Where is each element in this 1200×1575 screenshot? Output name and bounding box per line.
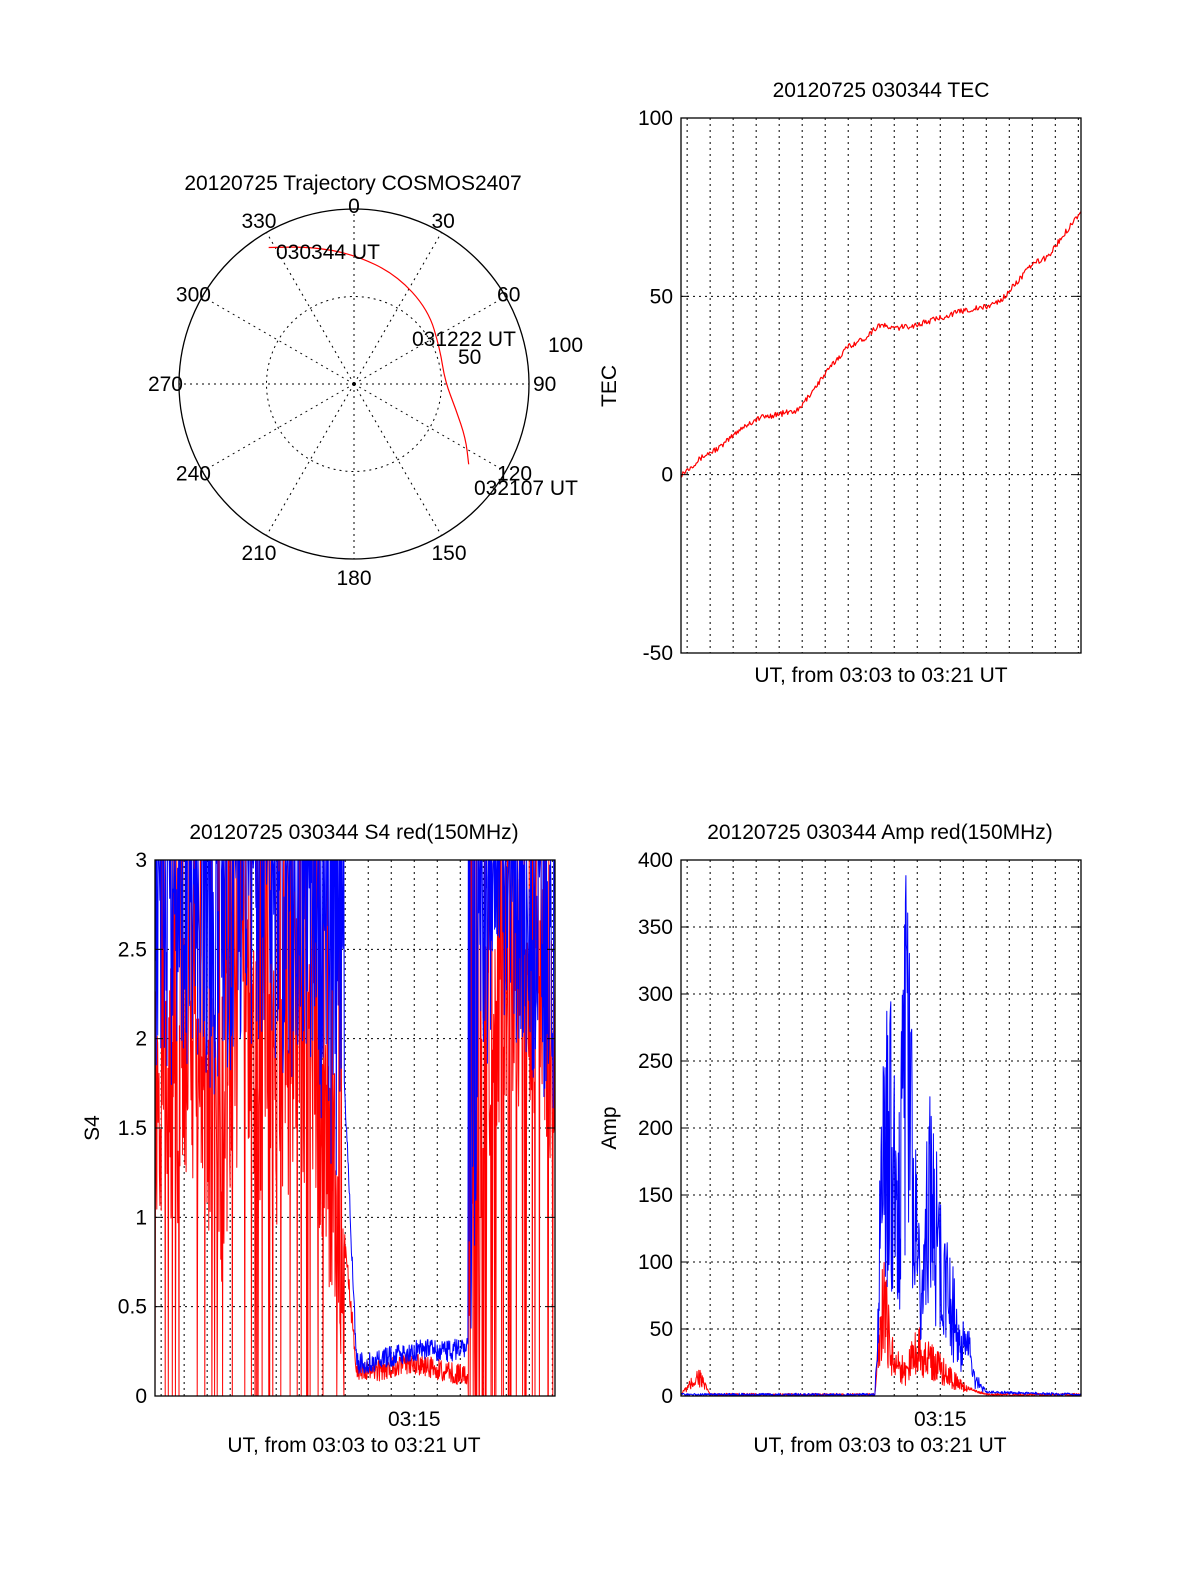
azimuth-label: 30 [432, 210, 455, 233]
s4-ytick-label: 3 [135, 849, 147, 872]
azimuth-label: 0 [348, 195, 360, 218]
tec-ytick-label: -50 [643, 642, 673, 665]
trajectory-series [268, 246, 470, 465]
trajectory-title: 20120725 Trajectory COSMOS2407 [184, 172, 521, 195]
s4-ytick-label: 1 [135, 1206, 147, 1229]
trajectory-annotation-mid: 031222 UT [412, 328, 516, 351]
s4-ytick-label: 2 [135, 1028, 147, 1051]
polar-frame [178, 208, 530, 560]
azimuth-labels: 0 30 60 90 120 150 180 210 240 270 300 330 [148, 195, 556, 590]
tec-series [680, 211, 1082, 478]
trajectory-panel: 20120725 Trajectory COSMOS2407 0 30 60 90 12… [148, 172, 583, 590]
amp-title: 20120725 030344 Amp red(150MHz) [707, 821, 1053, 844]
s4-title: 20120725 030344 S4 red(150MHz) [189, 821, 518, 844]
azimuth-label: 120 [497, 463, 532, 486]
polar-grid [179, 209, 529, 559]
amp-ytick-label: 150 [638, 1184, 673, 1207]
trajectory-annotation-start: 030344 UT [276, 241, 380, 264]
polar-spoke [202, 383, 355, 472]
tec-panel: 20120725 030344 TEC -50 0 50 100 TEC UT, fr… [598, 79, 1082, 687]
s4-xtick-label: 03:15 [388, 1408, 441, 1431]
tec-ytick-label: 0 [661, 464, 673, 487]
tec-frame [680, 117, 1082, 654]
tec-ytick-label: 50 [650, 285, 673, 308]
radial-labels: 50 100 [458, 334, 583, 369]
radial-label: 50 [458, 346, 481, 369]
amp-ytick-label: 0 [661, 1385, 673, 1408]
azimuth-label: 240 [176, 463, 211, 486]
amp-ytick-label: 200 [638, 1117, 673, 1140]
azimuth-label: 180 [336, 567, 371, 590]
trajectory-annotation-end: 032107 UT [474, 477, 578, 500]
azimuth-label: 60 [497, 284, 520, 307]
tec-line-red [680, 211, 1082, 478]
amp-panel: 20120725 030344 Amp red(150MHz) 0 50 100 15… [598, 821, 1082, 1457]
amp-ytick-label: 350 [638, 916, 673, 939]
s4-yticks: 0 0.5 1 1.5 2 2.5 3 [118, 849, 555, 1408]
amp-xticks: 03:15 [914, 1408, 967, 1431]
tec-xlabel: UT, from 03:03 to 03:21 UT [754, 664, 1007, 687]
azimuth-label: 330 [241, 210, 276, 233]
polar-spoke [266, 383, 355, 536]
amp-yticks: 0 50 100 150 200 250 300 350 400 [638, 849, 1081, 1408]
s4-ytick-label: 2.5 [118, 938, 147, 961]
azimuth-label: 150 [432, 542, 467, 565]
polar-spoke [266, 232, 355, 385]
azimuth-label: 270 [148, 373, 183, 396]
amp-ytick-label: 250 [638, 1050, 673, 1073]
polar-spoke [202, 296, 355, 385]
azimuth-label: 90 [533, 373, 556, 396]
amp-ytick-label: 100 [638, 1251, 673, 1274]
azimuth-label: 300 [176, 284, 211, 307]
s4-ytick-label: 0 [135, 1385, 147, 1408]
polar-ring [266, 296, 442, 472]
amp-series [680, 875, 1082, 1397]
tec-grid [681, 117, 1081, 654]
s4-ytick-label: 0.5 [118, 1296, 147, 1319]
amp-ytick-label: 300 [638, 983, 673, 1006]
radial-label: 100 [548, 334, 583, 357]
amp-ylabel: Amp [598, 1106, 621, 1149]
tec-title: 20120725 030344 TEC [773, 79, 990, 102]
amp-xtick-label: 03:15 [914, 1408, 967, 1431]
tec-ytick-label: 100 [638, 107, 673, 130]
tec-ylabel: TEC [598, 365, 621, 407]
azimuth-label: 210 [241, 542, 276, 565]
amp-ytick-label: 50 [650, 1318, 673, 1341]
s4-panel: 20120725 030344 S4 red(150MHz) 0 0.5 1 1.5 2… [81, 821, 556, 1457]
tec-yticks: -50 0 50 100 [638, 107, 1081, 665]
trajectory-line [268, 246, 470, 465]
s4-xticks: 03:15 [388, 1408, 441, 1431]
amp-xlabel: UT, from 03:03 to 03:21 UT [753, 1434, 1006, 1457]
s4-ytick-label: 1.5 [118, 1117, 147, 1140]
amp-ytick-label: 400 [638, 849, 673, 872]
s4-xlabel: UT, from 03:03 to 03:21 UT [227, 1434, 480, 1457]
s4-ylabel: S4 [81, 1115, 104, 1141]
polar-spoke [353, 383, 506, 472]
polar-spoke [353, 383, 442, 536]
polar-spoke [353, 232, 442, 385]
polar-spoke [353, 296, 506, 385]
